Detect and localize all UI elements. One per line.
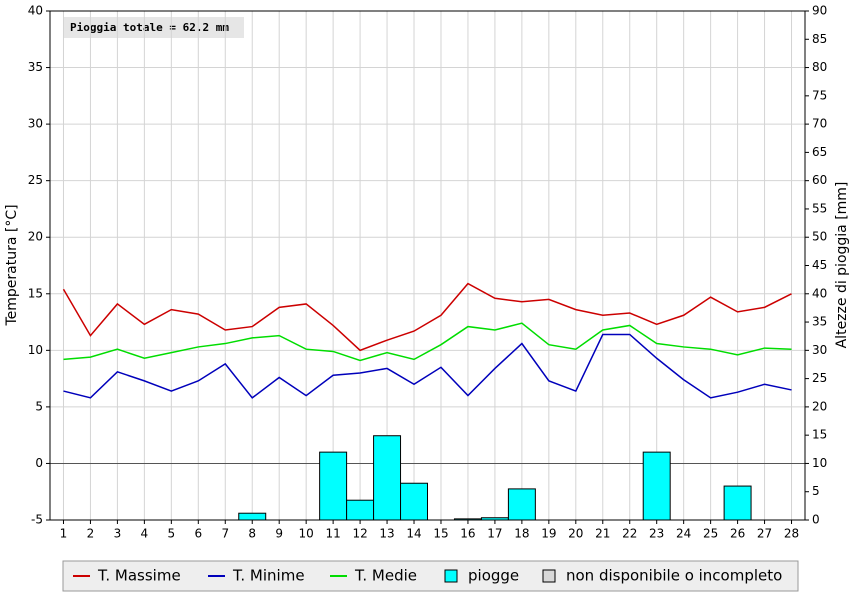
y2-tick-label: 75 xyxy=(812,88,827,102)
x-tick-label: 27 xyxy=(757,527,772,541)
y-tick-label: 5 xyxy=(35,399,43,413)
y-axis-label: Temperatura [°C] xyxy=(4,204,20,326)
x-tick-label: 22 xyxy=(622,527,637,541)
y2-tick-label: 70 xyxy=(812,117,827,131)
x-tick-label: 12 xyxy=(352,527,367,541)
y2-tick-label: 5 xyxy=(812,484,820,498)
y2-tick-label: 55 xyxy=(812,201,827,215)
x-tick-label: 17 xyxy=(487,527,502,541)
y-tick-label: 35 xyxy=(28,60,43,74)
legend-swatch xyxy=(444,569,458,583)
x-tick-label: 2 xyxy=(87,527,95,541)
x-tick-label: 25 xyxy=(703,527,718,541)
x-tick-label: 6 xyxy=(194,527,202,541)
x-tick-label: 7 xyxy=(221,527,229,541)
y2-tick-label: 30 xyxy=(812,343,827,357)
x-tick-label: 5 xyxy=(168,527,176,541)
y2-tick-label: 50 xyxy=(812,230,827,244)
y2-axis-label: Altezze di pioggia [mm] xyxy=(834,182,850,349)
y2-tick-label: 65 xyxy=(812,145,827,159)
x-tick-label: 26 xyxy=(730,527,745,541)
x-tick-label: 24 xyxy=(676,527,691,541)
x-tick-label: 13 xyxy=(379,527,394,541)
y-tick-label: 0 xyxy=(35,456,43,470)
x-tick-label: 14 xyxy=(406,527,421,541)
x-tick-label: 11 xyxy=(325,527,340,541)
y-tick-label: 15 xyxy=(28,286,43,300)
line-series xyxy=(63,322,792,362)
legend-label: T. Massime xyxy=(97,567,181,585)
y2-tick-label: 0 xyxy=(812,513,820,527)
y2-tick-label: 60 xyxy=(812,173,827,187)
y-tick-label: 10 xyxy=(28,343,43,357)
legend-label: piogge xyxy=(468,567,519,585)
x-tick-label: 1 xyxy=(60,527,68,541)
y-tick-label: 40 xyxy=(28,4,43,18)
x-tick-label: 3 xyxy=(114,527,122,541)
x-tick-label: 10 xyxy=(299,527,314,541)
y-tick-label: 30 xyxy=(28,117,43,131)
y-tick-label: 25 xyxy=(28,173,43,187)
rain-bar xyxy=(400,482,428,521)
y2-tick-label: 20 xyxy=(812,399,827,413)
rain-bar xyxy=(373,435,402,521)
line-series xyxy=(62,282,792,352)
x-tick-label: 21 xyxy=(595,527,610,541)
annotation-box xyxy=(64,17,244,38)
rain-bar xyxy=(238,512,267,521)
y2-tick-label: 10 xyxy=(812,456,827,470)
y2-tick-label: 35 xyxy=(812,315,827,329)
y2-tick-label: 25 xyxy=(812,371,827,385)
rain-bar xyxy=(642,451,671,521)
y2-tick-label: 40 xyxy=(812,286,827,300)
x-tick-label: 4 xyxy=(141,527,149,541)
rain-bar xyxy=(319,451,348,521)
x-tick-label: 28 xyxy=(784,527,799,541)
y2-tick-label: 45 xyxy=(812,258,827,272)
line-series xyxy=(63,333,792,399)
y2-tick-label: 90 xyxy=(812,4,827,18)
x-tick-label: 23 xyxy=(649,527,664,541)
rain-bar xyxy=(346,499,375,521)
y2-tick-label: 85 xyxy=(812,32,827,46)
x-tick-label: 15 xyxy=(433,527,448,541)
legend-label: non disponibile o incompleto xyxy=(566,567,782,585)
y2-tick-label: 80 xyxy=(812,60,827,74)
y-tick-label: -5 xyxy=(31,513,43,527)
annotation: Pioggia totale = 62.2 mm xyxy=(70,21,229,34)
legend-swatch xyxy=(542,569,556,583)
legend-box xyxy=(62,560,799,592)
x-tick-label: 8 xyxy=(248,527,256,541)
x-tick-label: 16 xyxy=(460,527,475,541)
legend-label: T. Minime xyxy=(232,567,305,585)
rain-bar xyxy=(723,485,752,521)
x-tick-label: 19 xyxy=(541,527,556,541)
y-tick-label: 20 xyxy=(28,230,43,244)
x-tick-label: 18 xyxy=(514,527,529,541)
x-tick-label: 20 xyxy=(568,527,583,541)
x-tick-label: 9 xyxy=(275,527,283,541)
legend-label: T. Medie xyxy=(354,567,417,585)
rain-bar xyxy=(507,488,536,521)
y2-tick-label: 15 xyxy=(812,428,827,442)
